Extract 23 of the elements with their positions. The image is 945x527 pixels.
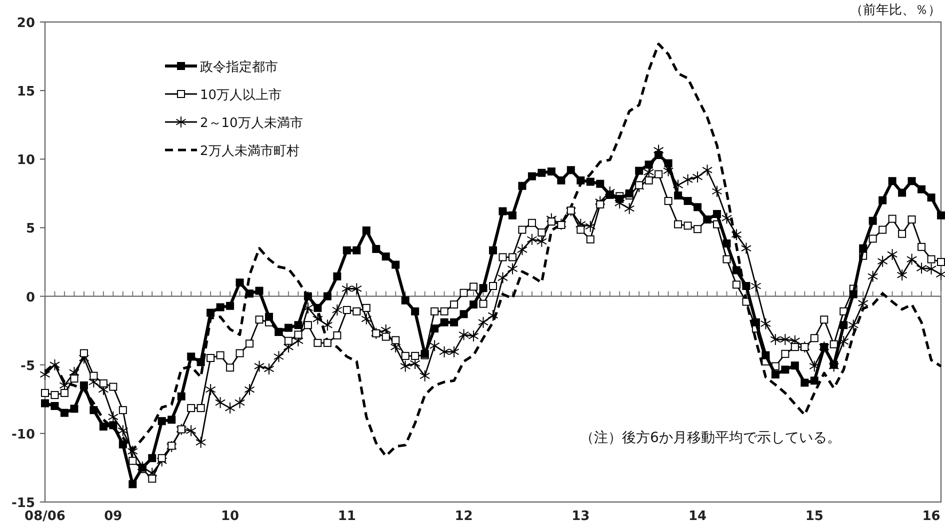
legend-label: 2万人未満市町村: [200, 144, 300, 159]
y-tick-label: 0: [26, 290, 35, 306]
y-tick-label: -5: [20, 358, 35, 374]
y-tick-label: -10: [12, 427, 35, 442]
x-tick-label: 08/06: [24, 509, 66, 524]
annotation: （注）後方6か月移動平均で示している。: [580, 430, 841, 446]
x-tick-label: 14: [688, 509, 707, 524]
x-tick-label: 12: [454, 509, 473, 524]
x-tick-label: 11: [338, 509, 356, 524]
y-tick-label: 10: [16, 153, 35, 168]
x-tick-label: 10: [220, 509, 240, 524]
y-tick-label: 15: [16, 84, 35, 100]
y-tick-label: 20: [16, 16, 35, 31]
y-tick-label: 5: [26, 222, 35, 237]
legend-label: 2～10万人未満市: [200, 116, 303, 131]
y-tick-label: -15: [12, 496, 35, 511]
x-tick-label: 15: [805, 509, 824, 524]
text: （前年比、％）: [850, 3, 941, 18]
x-tick-label: 09: [104, 509, 122, 524]
legend-label: 政令指定都市: [200, 60, 278, 75]
x-tick-label: 13: [572, 509, 590, 524]
x-tick-label: 16: [922, 509, 940, 524]
legend-label: 10万人以上市: [200, 88, 282, 103]
